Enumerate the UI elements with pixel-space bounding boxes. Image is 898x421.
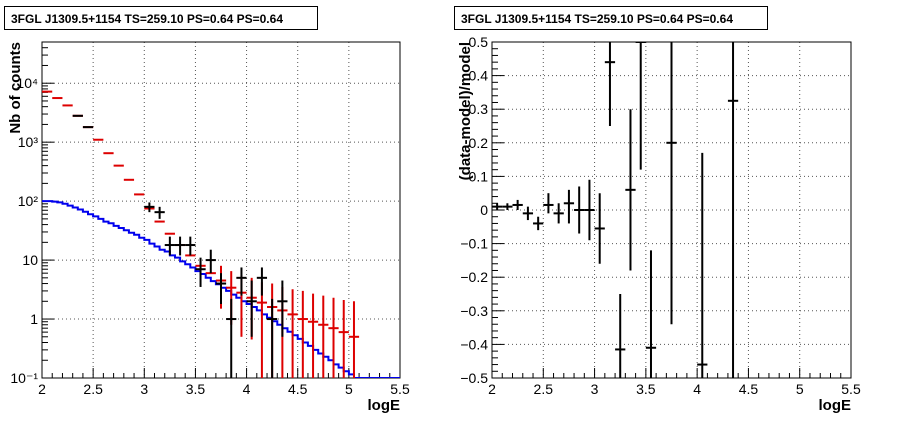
x-tick-label: 5.5 bbox=[390, 381, 410, 397]
y-tick-label: 10⁴ bbox=[16, 75, 38, 91]
right-plot-title: 3FGL J1309.5+1154 TS=259.10 PS=0.64 PS=0… bbox=[454, 6, 768, 30]
plot-panel-0: 2 2.5 3 3.5 4 4.5 5 5.5 10⁻¹ 1 10 10² 10³ 10⁴ logE Nb o… bbox=[7, 41, 410, 414]
x-tick-label: 2 bbox=[488, 381, 496, 397]
x-tick-label: 5 bbox=[345, 381, 353, 397]
y-tick-label: −0.2 bbox=[460, 269, 488, 285]
x-tick-label: 5 bbox=[796, 381, 804, 397]
plot-content bbox=[492, 42, 739, 378]
y-tick-label: −0.4 bbox=[460, 336, 488, 352]
x-tick-label: 4.5 bbox=[739, 381, 759, 397]
y-tick-label: 10⁻¹ bbox=[10, 370, 38, 386]
y-tick-label: −0.5 bbox=[460, 370, 488, 386]
x-tick-label: 2 bbox=[38, 381, 46, 397]
x-tick-label: 2.5 bbox=[534, 381, 554, 397]
y-tick-label: 1 bbox=[30, 311, 38, 327]
plot-content bbox=[42, 90, 400, 378]
plot-panel-1: 2 2.5 3 3.5 4 4.5 5 5.5 −0.5 −0.4 −0.3 −0.2 −0.1 0 0.1… bbox=[457, 34, 861, 414]
y-axis-label: Nb of counts bbox=[7, 42, 24, 134]
y-tick-label: 0 bbox=[480, 202, 488, 218]
y-tick-label: −0.3 bbox=[460, 303, 488, 319]
x-tick-label: 3.5 bbox=[636, 381, 656, 397]
x-tick-label: 3 bbox=[140, 381, 148, 397]
y-tick-label: 0.2 bbox=[469, 135, 489, 151]
x-axis-label: logE bbox=[368, 397, 401, 414]
y-tick-label: 10³ bbox=[18, 134, 39, 150]
y-tick-label: 10 bbox=[22, 252, 38, 268]
y-tick-label: 0.3 bbox=[469, 101, 489, 117]
x-tick-label: 3 bbox=[591, 381, 599, 397]
y-tick-label: 10² bbox=[18, 193, 39, 209]
left-plot-title: 3FGL J1309.5+1154 TS=259.10 PS=0.64 PS=0… bbox=[4, 6, 318, 30]
x-tick-label: 4 bbox=[243, 381, 251, 397]
x-tick-label: 5.5 bbox=[841, 381, 861, 397]
x-tick-label: 4 bbox=[693, 381, 701, 397]
y-tick-label: 0.4 bbox=[469, 68, 489, 84]
plot-frame bbox=[41, 41, 401, 379]
x-tick-label: 2.5 bbox=[83, 381, 103, 397]
y-axis-label: (data-model)/model bbox=[457, 42, 474, 180]
x-tick-label: 4.5 bbox=[288, 381, 308, 397]
x-tick-label: 3.5 bbox=[186, 381, 206, 397]
y-tick-label: 0.1 bbox=[469, 168, 489, 184]
x-axis-label: logE bbox=[819, 397, 852, 414]
y-tick-label: −0.1 bbox=[460, 236, 488, 252]
y-tick-label: 0.5 bbox=[469, 34, 489, 50]
